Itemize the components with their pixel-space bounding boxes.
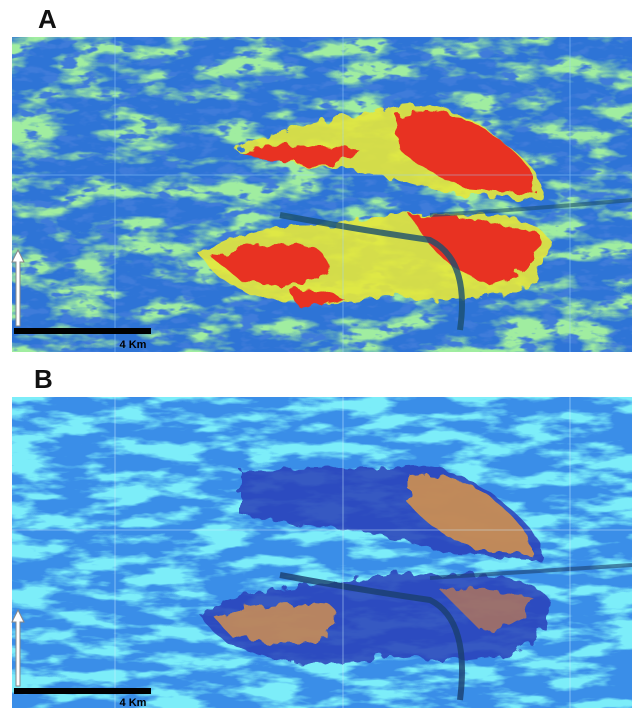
attribute-map [12,397,632,708]
scale-bar [14,688,151,694]
attribute-map [12,37,632,352]
panel-label: B [34,364,53,394]
scale-label: 4 Km [120,697,147,709]
scale-bar [14,328,151,334]
scale-label: 4 Km [120,339,147,351]
figure: A 4 Km B [0,0,634,710]
panel-label: A [38,4,57,34]
